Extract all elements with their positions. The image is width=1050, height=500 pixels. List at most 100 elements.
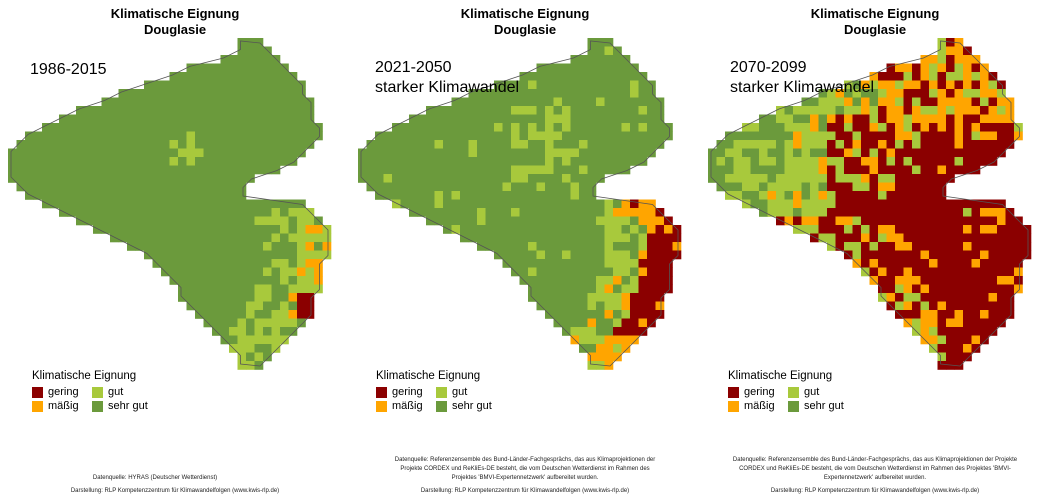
- grid-cell-sehr-gut: [246, 140, 255, 149]
- legend-item-maessig: mäßig: [728, 400, 788, 412]
- grid-cell-sehr-gut: [178, 89, 187, 98]
- grid-cell-sehr-gut: [426, 114, 435, 124]
- grid-cell-sehr-gut: [186, 267, 196, 277]
- grid-cell-gut: [562, 157, 571, 166]
- title-line-2: Douglasie: [143, 22, 207, 37]
- grid-cell-sehr-gut: [562, 276, 571, 285]
- grid-cell-gering: [630, 327, 639, 336]
- legend-swatch: [788, 386, 799, 398]
- grid-cell-sehr-gut: [647, 140, 656, 149]
- grid-cell-sehr-gut: [263, 114, 272, 124]
- grid-cell-sehr-gut: [716, 148, 726, 158]
- grid-cell-sehr-gut: [212, 97, 221, 107]
- grid-cell-sehr-gut: [742, 191, 751, 200]
- grid-cell-gut: [793, 123, 802, 132]
- grid-cell-sehr-gut: [229, 199, 238, 209]
- grid-cell-sehr-gut: [536, 276, 546, 285]
- grid-cell-sehr-gut: [621, 63, 631, 73]
- grid-cell-gut: [434, 140, 444, 149]
- grid-cell-sehr-gut: [468, 97, 478, 107]
- grid-cell-gering: [638, 301, 648, 311]
- grid-cell-gut: [793, 157, 802, 166]
- grid-cell-sehr-gut: [536, 157, 546, 166]
- grid-cell-gering: [929, 276, 938, 285]
- grid-cell-sehr-gut: [195, 191, 204, 200]
- grid-cell-sehr-gut: [630, 106, 639, 115]
- grid-cell-gering: [886, 63, 896, 73]
- grid-cell-sehr-gut: [528, 157, 537, 166]
- grid-cell-gering: [852, 225, 862, 234]
- grid-cell-gut: [511, 174, 520, 183]
- grid-cell-sehr-gut: [494, 199, 503, 209]
- grid-cell-sehr-gut: [271, 97, 281, 107]
- grid-cell-sehr-gut: [426, 216, 435, 226]
- grid-cell-gut: [604, 242, 614, 251]
- grid-cell-sehr-gut: [195, 242, 204, 251]
- grid-cell-maessig: [920, 55, 930, 64]
- grid-cell-sehr-gut: [288, 242, 298, 251]
- grid-cell-sehr-gut: [451, 106, 461, 115]
- grid-cell-maessig: [929, 259, 938, 268]
- grid-cell-gering: [886, 72, 896, 81]
- grid-cell-gering: [963, 157, 972, 166]
- grid-cell-gering: [963, 250, 972, 260]
- grid-cell-maessig: [920, 250, 930, 260]
- grid-cell-sehr-gut: [630, 97, 639, 107]
- grid-cell-sehr-gut: [152, 157, 162, 166]
- data-source-note: Datenquelle: HYRAS (Deutscher Wetterdien…: [92, 475, 218, 481]
- grid-cell-sehr-gut: [297, 318, 306, 328]
- grid-cell-gering: [920, 182, 930, 192]
- grid-cell-sehr-gut: [135, 157, 145, 166]
- grid-cell-sehr-gut: [562, 165, 571, 175]
- grid-cell-sehr-gut: [16, 140, 26, 149]
- grid-cell-gering: [946, 148, 955, 158]
- grid-cell-gering: [988, 318, 998, 328]
- grid-cell-maessig: [869, 259, 879, 268]
- grid-cell-sehr-gut: [426, 123, 435, 132]
- grid-cell-sehr-gut: [271, 284, 281, 294]
- grid-cell-gut: [810, 182, 819, 192]
- grid-cell-gering: [971, 242, 981, 251]
- grid-cell-gering: [980, 293, 989, 302]
- grid-cell-sehr-gut: [502, 208, 512, 217]
- grid-cell-sehr-gut: [519, 225, 529, 234]
- grid-cell-sehr-gut: [280, 123, 289, 132]
- grid-cell-gut: [288, 233, 298, 243]
- grid-cell-sehr-gut: [220, 259, 230, 268]
- grid-cell-sehr-gut: [254, 140, 264, 149]
- grid-cell-gering: [963, 276, 972, 285]
- grid-cell-sehr-gut: [288, 80, 298, 90]
- grid-cell-sehr-gut: [604, 148, 614, 158]
- grid-cell-sehr-gut: [169, 106, 179, 115]
- grid-cell-gering: [912, 216, 921, 226]
- grid-cell-sehr-gut: [621, 106, 631, 115]
- grid-cell-sehr-gut: [613, 284, 622, 294]
- grid-cell-gut: [263, 293, 272, 302]
- grid-cell-sehr-gut: [297, 140, 306, 149]
- grid-cell-gering: [929, 250, 938, 260]
- grid-cell-sehr-gut: [630, 157, 639, 166]
- grid-cell-sehr-gut: [212, 250, 221, 260]
- grid-cell-gering: [869, 182, 879, 192]
- grid-cell-gering: [903, 216, 913, 226]
- grid-cell-sehr-gut: [613, 80, 622, 90]
- grid-cell-sehr-gut: [271, 80, 281, 90]
- grid-cell-sehr-gut: [237, 174, 247, 183]
- grid-cell-gut: [271, 233, 281, 243]
- grid-cell-gut: [827, 97, 836, 107]
- grid-cell-gering: [920, 293, 930, 302]
- grid-cell-sehr-gut: [485, 233, 495, 243]
- grid-cell-gut: [392, 199, 401, 209]
- grid-cell-sehr-gut: [502, 131, 512, 141]
- grid-cell-sehr-gut: [494, 242, 503, 251]
- grid-cell-sehr-gut: [460, 114, 469, 124]
- grid-cell-sehr-gut: [485, 123, 495, 132]
- grid-cell-gering: [895, 259, 904, 268]
- grid-cell-sehr-gut: [366, 140, 376, 149]
- grid-cell-sehr-gut: [545, 259, 554, 268]
- grid-cell-gut: [793, 165, 802, 175]
- grid-cell-sehr-gut: [212, 267, 221, 277]
- grid-cell-gut: [528, 123, 537, 132]
- grid-cell-sehr-gut: [101, 199, 111, 209]
- grid-cell-sehr-gut: [536, 106, 546, 115]
